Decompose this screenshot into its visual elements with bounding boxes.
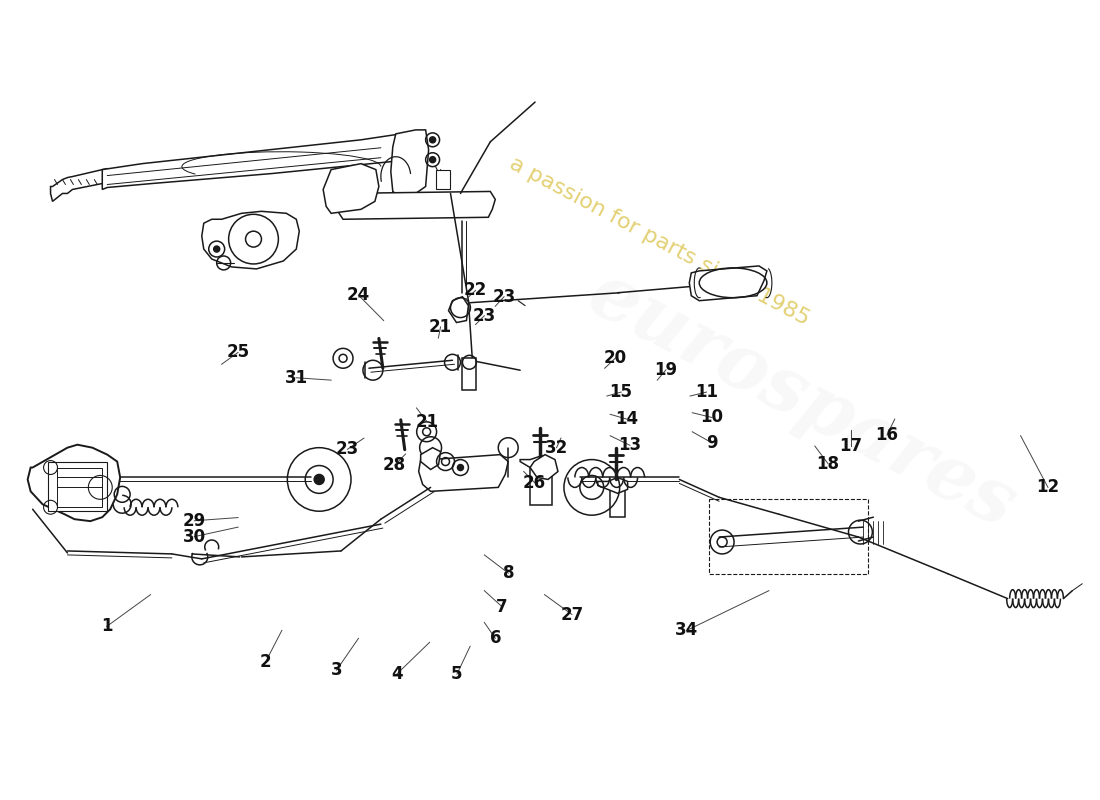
Text: 14: 14 [615, 410, 638, 428]
Text: 34: 34 [675, 622, 698, 639]
Circle shape [315, 474, 324, 485]
Polygon shape [28, 445, 120, 521]
Circle shape [458, 465, 463, 470]
Text: 32: 32 [544, 438, 569, 457]
Text: 9: 9 [706, 434, 718, 452]
Text: 21: 21 [416, 414, 439, 431]
Polygon shape [323, 164, 378, 214]
Text: 13: 13 [618, 436, 641, 454]
Text: 11: 11 [695, 383, 718, 401]
Circle shape [430, 137, 436, 142]
Bar [436, 170, 450, 190]
Text: 23: 23 [473, 306, 496, 325]
Text: 3: 3 [331, 661, 342, 679]
Text: 26: 26 [524, 474, 547, 492]
Polygon shape [530, 454, 558, 479]
Text: 23: 23 [493, 288, 516, 306]
Text: 18: 18 [816, 454, 839, 473]
Polygon shape [449, 297, 469, 322]
Polygon shape [420, 448, 441, 470]
Text: 19: 19 [654, 361, 678, 379]
Text: 24: 24 [346, 286, 370, 304]
Bar [609, 490, 625, 517]
Text: 12: 12 [1036, 478, 1059, 496]
Bar [462, 358, 476, 390]
Text: 29: 29 [183, 512, 206, 530]
Text: 6: 6 [490, 630, 500, 647]
Bar [57, 467, 102, 507]
Text: 22: 22 [464, 282, 487, 299]
Circle shape [430, 157, 436, 162]
Text: 27: 27 [560, 606, 583, 623]
Bar [530, 467, 552, 506]
Text: 25: 25 [227, 343, 250, 362]
Text: 10: 10 [701, 409, 724, 426]
Text: 16: 16 [876, 426, 899, 444]
Polygon shape [597, 478, 628, 494]
Text: 7: 7 [496, 598, 508, 615]
Text: 23: 23 [336, 440, 360, 458]
Text: 20: 20 [604, 349, 627, 367]
Text: a passion for parts since 1985: a passion for parts since 1985 [506, 154, 813, 329]
Text: 4: 4 [390, 665, 403, 683]
Polygon shape [690, 266, 767, 301]
Polygon shape [390, 130, 429, 198]
Bar [710, 499, 868, 574]
Text: 8: 8 [503, 564, 514, 582]
Text: 31: 31 [285, 369, 308, 386]
Polygon shape [520, 456, 552, 471]
Text: 1: 1 [101, 618, 112, 635]
Text: 28: 28 [383, 456, 406, 474]
Text: 2: 2 [260, 653, 272, 671]
Polygon shape [419, 454, 508, 491]
Text: 17: 17 [839, 437, 862, 455]
Text: 30: 30 [183, 528, 206, 546]
Polygon shape [201, 211, 299, 269]
Bar [47, 462, 107, 511]
Text: 21: 21 [429, 318, 452, 336]
Circle shape [213, 246, 220, 252]
Text: eurospares: eurospares [575, 256, 1028, 544]
Text: 5: 5 [451, 665, 463, 683]
Text: 15: 15 [609, 383, 632, 401]
Polygon shape [102, 134, 419, 190]
Polygon shape [51, 169, 110, 202]
Polygon shape [337, 191, 495, 219]
